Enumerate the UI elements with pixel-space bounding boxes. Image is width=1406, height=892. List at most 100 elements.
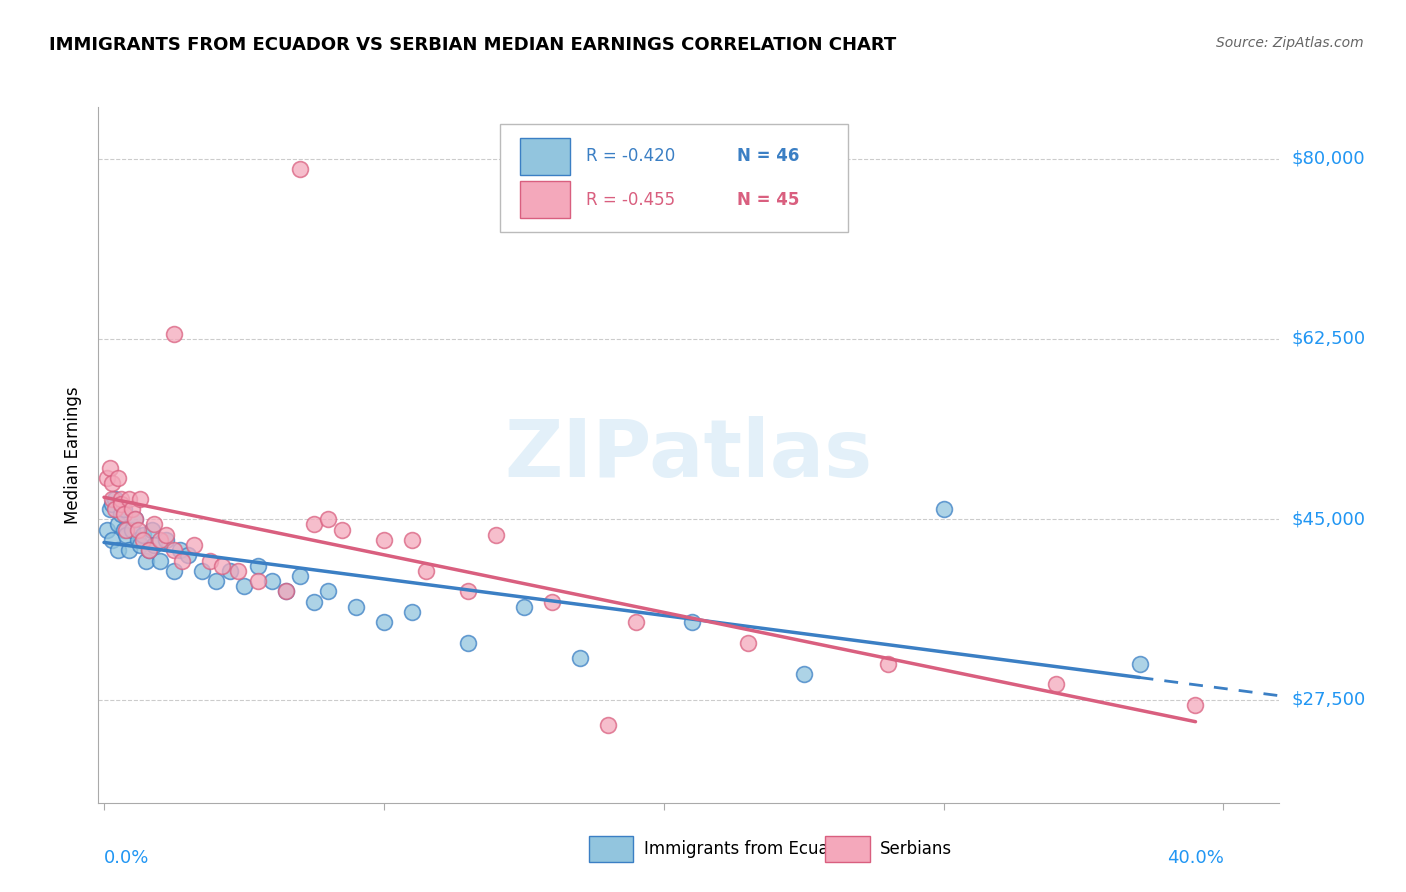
Point: [138, 543, 160, 558]
Point: [876, 657, 898, 671]
Point: [457, 636, 479, 650]
Point: [415, 564, 437, 578]
Point: [288, 569, 311, 583]
Point: [143, 517, 166, 532]
Point: [124, 512, 146, 526]
Text: $62,500: $62,500: [1291, 330, 1365, 348]
Point: [115, 528, 138, 542]
Point: [163, 543, 186, 558]
Point: [191, 564, 214, 578]
Point: [121, 523, 143, 537]
Text: R = -0.420: R = -0.420: [586, 147, 675, 165]
Point: [401, 533, 423, 547]
Point: [177, 549, 200, 563]
FancyBboxPatch shape: [501, 124, 848, 232]
Text: Source: ZipAtlas.com: Source: ZipAtlas.com: [1216, 36, 1364, 50]
Point: [96, 471, 118, 485]
Text: $80,000: $80,000: [1291, 150, 1365, 168]
Point: [793, 667, 815, 681]
Point: [163, 326, 186, 341]
Point: [112, 523, 135, 537]
Point: [101, 476, 124, 491]
Point: [132, 533, 155, 547]
Point: [110, 507, 132, 521]
Text: N = 45: N = 45: [737, 191, 800, 209]
Point: [115, 523, 138, 537]
Point: [132, 528, 155, 542]
Point: [540, 595, 562, 609]
Point: [219, 564, 242, 578]
Point: [127, 523, 149, 537]
Point: [98, 502, 121, 516]
Text: 40.0%: 40.0%: [1167, 849, 1223, 867]
Point: [1184, 698, 1206, 712]
Point: [101, 533, 124, 547]
Point: [101, 497, 124, 511]
Point: [330, 523, 353, 537]
Text: R = -0.455: R = -0.455: [586, 191, 675, 209]
Point: [233, 579, 256, 593]
Point: [568, 651, 591, 665]
Point: [141, 523, 163, 537]
Point: [110, 491, 132, 506]
Text: $27,500: $27,500: [1291, 690, 1365, 709]
Point: [110, 497, 132, 511]
Point: [288, 161, 311, 176]
Point: [228, 564, 250, 578]
Point: [112, 507, 135, 521]
Point: [302, 595, 325, 609]
Point: [246, 574, 269, 589]
Point: [457, 584, 479, 599]
Text: 0.0%: 0.0%: [104, 849, 149, 867]
Point: [681, 615, 703, 630]
Point: [246, 558, 269, 573]
Point: [200, 553, 222, 567]
Point: [211, 558, 233, 573]
Point: [274, 584, 297, 599]
Bar: [825, 836, 870, 862]
Point: [737, 636, 759, 650]
Point: [129, 491, 152, 506]
Point: [624, 615, 647, 630]
Point: [135, 553, 157, 567]
Point: [149, 553, 172, 567]
Point: [98, 460, 121, 475]
Point: [149, 533, 172, 547]
Point: [1128, 657, 1150, 671]
Point: [373, 533, 395, 547]
Point: [155, 533, 177, 547]
Text: $45,000: $45,000: [1291, 510, 1365, 528]
Point: [127, 533, 149, 547]
Text: N = 46: N = 46: [737, 147, 800, 165]
Point: [316, 512, 339, 526]
Point: [1045, 677, 1067, 691]
Point: [104, 491, 127, 506]
Y-axis label: Median Earnings: Median Earnings: [65, 386, 83, 524]
Point: [112, 502, 135, 516]
Point: [183, 538, 205, 552]
Point: [373, 615, 395, 630]
Point: [118, 491, 141, 506]
Point: [107, 543, 129, 558]
Point: [118, 543, 141, 558]
Bar: [520, 138, 569, 175]
Point: [138, 543, 160, 558]
Point: [101, 491, 124, 506]
Point: [513, 599, 536, 614]
Text: Immigrants from Ecuador: Immigrants from Ecuador: [644, 839, 856, 858]
Bar: [589, 836, 634, 862]
Point: [155, 528, 177, 542]
Point: [596, 718, 619, 732]
Bar: [520, 181, 569, 218]
Point: [932, 502, 955, 516]
Point: [121, 502, 143, 516]
Point: [316, 584, 339, 599]
Point: [143, 538, 166, 552]
Point: [163, 564, 186, 578]
Point: [485, 528, 508, 542]
Point: [104, 502, 127, 516]
Point: [344, 599, 367, 614]
Point: [129, 538, 152, 552]
Point: [124, 512, 146, 526]
Point: [107, 471, 129, 485]
